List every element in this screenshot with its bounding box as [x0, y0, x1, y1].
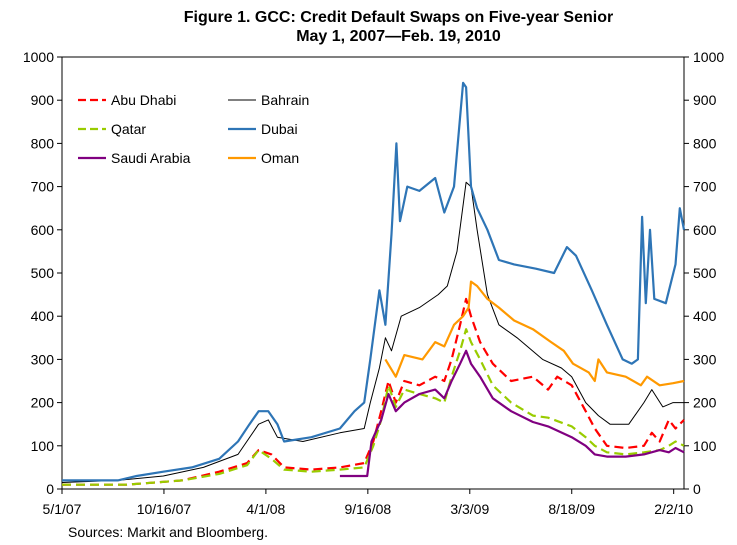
legend-label-bahrain: Bahrain: [261, 92, 309, 108]
y-tick-label-left: 900: [31, 92, 55, 108]
x-tick-label: 3/3/09: [450, 501, 489, 517]
x-tick-label: 8/18/09: [548, 501, 595, 517]
legend-label-saudi-arabia: Saudi Arabia: [111, 150, 191, 166]
plot-frame: [61, 56, 685, 490]
y-tick-label-right: 600: [693, 222, 717, 238]
y-tick-label-right: 900: [693, 92, 717, 108]
series-line-saudi-arabia: [339, 349, 685, 478]
y-tick-label-left: 1000: [23, 49, 54, 65]
chart-subtitle: May 1, 2007—Feb. 19, 2010: [296, 28, 501, 45]
x-tick-label: 10/16/07: [137, 501, 192, 517]
y-tick-label-left: 800: [31, 135, 55, 151]
series-line-abu-dhabi: [62, 297, 685, 486]
y-tick-label-right: 800: [693, 135, 717, 151]
x-tick-label: 5/1/07: [43, 501, 82, 517]
y-tick-label-right: 300: [693, 351, 717, 367]
x-tick-label: 9/16/08: [344, 501, 391, 517]
y-tick-label-right: 500: [693, 265, 717, 281]
y-tick-label-right: 700: [693, 179, 717, 195]
x-tick-label: 4/1/08: [246, 501, 285, 517]
series-line-qatar: [62, 328, 685, 486]
y-tick-label-right: 400: [693, 308, 717, 324]
y-tick-label-left: 600: [31, 222, 55, 238]
legend-label-oman: Oman: [261, 150, 299, 166]
y-tick-label-right: 0: [693, 481, 701, 497]
y-tick-label-right: 1000: [693, 49, 724, 65]
chart-title: Figure 1. GCC: Credit Default Swaps on F…: [183, 9, 614, 26]
y-tick-label-right: 200: [693, 395, 717, 411]
legend-label-dubai: Dubai: [261, 121, 298, 137]
series-line-dubai: [62, 81, 686, 482]
y-tick-label-left: 700: [31, 179, 55, 195]
y-tick-label-left: 400: [31, 308, 55, 324]
y-tick-label-left: 500: [31, 265, 55, 281]
y-tick-label-left: 0: [46, 481, 54, 497]
series-line-oman: [384, 280, 685, 387]
legend-label-qatar: Qatar: [111, 121, 146, 137]
x-tick-label: 2/2/10: [654, 501, 693, 517]
y-tick-label-right: 100: [693, 438, 717, 454]
legend-label-abu-dhabi: Abu Dhabi: [111, 92, 176, 108]
chart-source-note: Sources: Markit and Bloomberg.: [68, 524, 268, 540]
y-tick-label-left: 200: [31, 395, 55, 411]
y-tick-label-left: 100: [31, 438, 55, 454]
series-line-bahrain: [61, 181, 684, 483]
y-tick-label-left: 300: [31, 351, 55, 367]
